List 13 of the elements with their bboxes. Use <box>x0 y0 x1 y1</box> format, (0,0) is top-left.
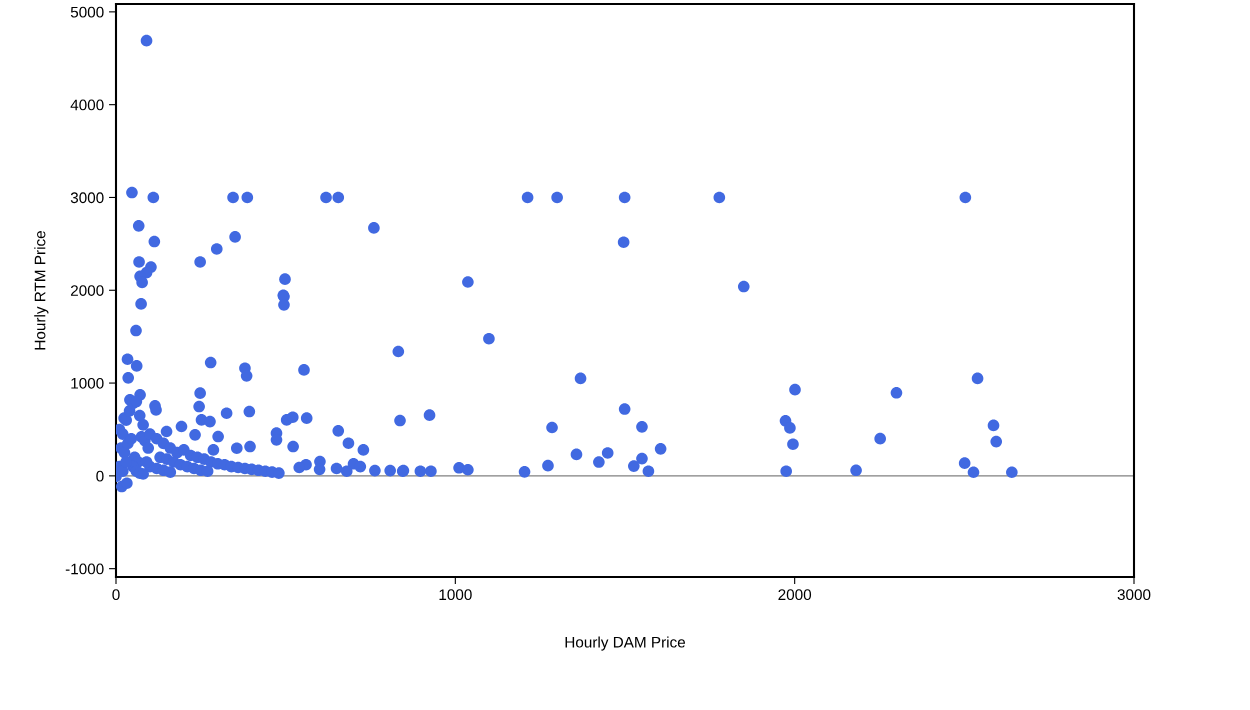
x-tick-label: 0 <box>112 589 120 601</box>
x-tick-label: 2000 <box>778 589 812 601</box>
x-tick-label: 3000 <box>1117 589 1151 601</box>
y-tick-label: 3000 <box>70 192 104 204</box>
y-tick-label: 5000 <box>70 6 104 18</box>
y-tick-label: 4000 <box>70 99 104 111</box>
x-axis-title: Hourly DAM Price <box>565 636 686 651</box>
y-axis-title: Hourly RTM Price <box>34 231 49 350</box>
y-tick-label: 1000 <box>71 377 104 389</box>
y-tick-label: 2000 <box>70 285 104 296</box>
y-tick-label: -1000 <box>65 563 104 575</box>
y-tick-label: 0 <box>96 470 104 482</box>
x-tick-label: 1000 <box>439 589 472 601</box>
